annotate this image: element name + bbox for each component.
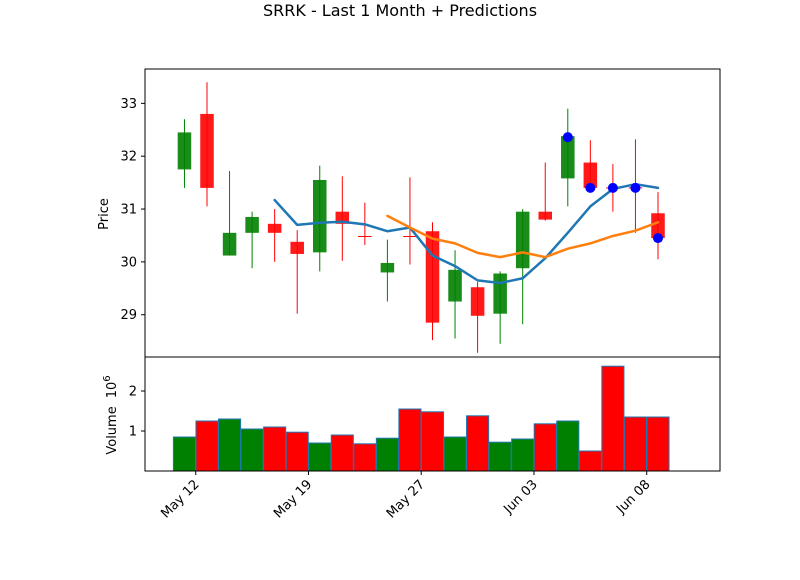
candle-body bbox=[177, 132, 192, 170]
volume-bar bbox=[240, 428, 264, 472]
candle-body bbox=[267, 223, 282, 233]
svg-text:Volume106: Volume 106 bbox=[102, 375, 120, 454]
volume-bar bbox=[556, 420, 580, 472]
volume-bar bbox=[443, 436, 467, 472]
candle-body bbox=[561, 136, 575, 179]
volume-scale-base: 10 bbox=[105, 382, 120, 399]
prediction-marker bbox=[607, 182, 618, 193]
x-tick-label: May 27 bbox=[384, 477, 428, 521]
candle-body bbox=[245, 216, 259, 233]
series-line-1 bbox=[273, 182, 660, 285]
x-tick-label: Jun 08 bbox=[613, 477, 653, 517]
price-ytick-label: 33 bbox=[120, 97, 137, 112]
volume-bar bbox=[420, 411, 445, 472]
volume-bar bbox=[623, 416, 647, 472]
candle-body bbox=[200, 113, 214, 188]
prediction-marker bbox=[652, 233, 663, 244]
volume-bar bbox=[601, 365, 625, 472]
volume-bar bbox=[398, 408, 422, 472]
candle-body bbox=[425, 231, 440, 323]
candle-body bbox=[448, 269, 462, 302]
price-ytick-label: 31 bbox=[120, 203, 137, 218]
volume-bar bbox=[488, 441, 512, 472]
x-tick-label: May 19 bbox=[271, 477, 315, 521]
series-line-2 bbox=[386, 214, 660, 259]
volume-bar bbox=[263, 426, 287, 472]
volume-bar bbox=[353, 443, 377, 472]
x-axis: May 12 May 19 May 27 Jun 03 Jun 08 bbox=[158, 471, 654, 521]
volume-axis-label: Volume bbox=[105, 406, 120, 454]
volume-ytick-label: 1 bbox=[129, 425, 137, 440]
candle-body bbox=[222, 232, 237, 256]
volume-bar bbox=[646, 416, 670, 472]
candle-body bbox=[583, 162, 598, 188]
volume-bar bbox=[466, 415, 490, 472]
candle-body bbox=[380, 262, 395, 273]
volume-scale-exponent: 6 bbox=[102, 375, 113, 381]
volume-bar bbox=[533, 423, 557, 472]
candle-body bbox=[470, 287, 485, 316]
volume-bar bbox=[172, 436, 197, 472]
volume-bar bbox=[578, 450, 602, 472]
price-ytick-label: 29 bbox=[120, 308, 137, 323]
x-tick-label: Jun 03 bbox=[500, 477, 540, 517]
candle-body bbox=[493, 273, 507, 314]
volume-bar bbox=[218, 418, 242, 472]
prediction-marker bbox=[585, 182, 596, 193]
candle-body bbox=[651, 213, 665, 239]
volume-bar bbox=[511, 438, 535, 472]
candle-body bbox=[515, 211, 530, 269]
volume-panel: 12 bbox=[129, 356, 721, 472]
volume-bar bbox=[285, 431, 309, 472]
volume-axis-label-group: Volume 106 bbox=[102, 375, 120, 454]
volume-axes-frame bbox=[144, 356, 721, 472]
price-panel: 29 30 31 32 33 bbox=[120, 68, 721, 358]
volume-bar bbox=[195, 420, 219, 472]
volume-bar bbox=[330, 434, 354, 472]
volume-bar bbox=[375, 437, 399, 472]
x-tick-label: May 12 bbox=[158, 477, 202, 521]
chart-title: SRRK - Last 1 Month + Predictions bbox=[263, 1, 537, 20]
price-ytick-label: 32 bbox=[120, 150, 137, 165]
volume-ytick-label: 2 bbox=[129, 385, 137, 400]
candle-body bbox=[312, 179, 327, 253]
prediction-marker bbox=[630, 182, 641, 193]
prediction-marker bbox=[562, 132, 573, 143]
price-ytick-label: 30 bbox=[120, 255, 137, 270]
volume-bar bbox=[308, 442, 332, 472]
candle-body bbox=[290, 241, 304, 254]
candle-body bbox=[538, 211, 553, 220]
price-axis-label: Price bbox=[97, 198, 112, 230]
